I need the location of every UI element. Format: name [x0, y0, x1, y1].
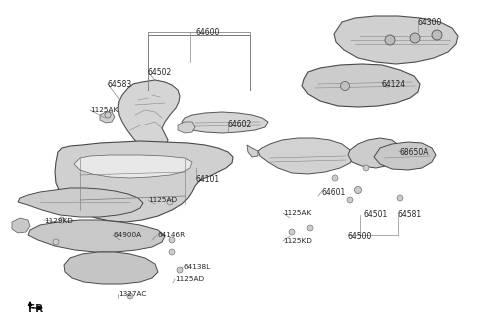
Text: 1125AK: 1125AK: [90, 107, 118, 113]
Circle shape: [340, 82, 349, 90]
Text: 64600: 64600: [195, 28, 219, 37]
Circle shape: [332, 175, 338, 181]
Circle shape: [59, 217, 65, 223]
Circle shape: [127, 293, 133, 299]
Text: 64502: 64502: [148, 68, 172, 77]
Text: 64601: 64601: [322, 188, 346, 197]
Circle shape: [385, 35, 395, 45]
Text: 68650A: 68650A: [399, 148, 429, 157]
Polygon shape: [12, 218, 30, 233]
Text: 64500: 64500: [348, 232, 372, 241]
Circle shape: [432, 30, 442, 40]
Text: 1125AK: 1125AK: [283, 210, 311, 216]
Polygon shape: [55, 141, 233, 222]
Polygon shape: [258, 138, 354, 174]
Polygon shape: [74, 155, 192, 178]
Polygon shape: [182, 112, 268, 133]
Circle shape: [105, 112, 111, 118]
Circle shape: [289, 229, 295, 235]
Text: 64602: 64602: [228, 120, 252, 129]
Text: 64124: 64124: [382, 80, 406, 89]
Polygon shape: [178, 122, 195, 133]
Circle shape: [355, 187, 361, 193]
Text: 64138L: 64138L: [183, 264, 210, 270]
Circle shape: [397, 195, 403, 201]
Polygon shape: [18, 188, 143, 217]
Text: 64300: 64300: [418, 18, 443, 27]
Text: 64581: 64581: [398, 210, 422, 219]
Circle shape: [363, 165, 369, 171]
Polygon shape: [28, 220, 165, 252]
Polygon shape: [374, 142, 436, 170]
Text: 1125KD: 1125KD: [283, 238, 312, 244]
Text: 64501: 64501: [363, 210, 387, 219]
Polygon shape: [247, 145, 258, 157]
Circle shape: [347, 197, 353, 203]
Polygon shape: [302, 64, 420, 107]
Circle shape: [307, 225, 313, 231]
Circle shape: [410, 33, 420, 43]
Circle shape: [167, 199, 173, 205]
Circle shape: [177, 267, 183, 273]
Polygon shape: [118, 80, 180, 152]
Text: 1327AC: 1327AC: [118, 291, 146, 297]
Text: 64101: 64101: [196, 175, 220, 184]
Text: 64900A: 64900A: [113, 232, 141, 238]
Text: 64583: 64583: [108, 80, 132, 89]
Circle shape: [169, 237, 175, 243]
Text: 64146R: 64146R: [157, 232, 185, 238]
Text: 1125AD: 1125AD: [175, 276, 204, 282]
Circle shape: [169, 249, 175, 255]
Text: 1125AD: 1125AD: [148, 197, 177, 203]
Circle shape: [53, 239, 59, 245]
Polygon shape: [334, 16, 458, 64]
Text: 1129KD: 1129KD: [44, 218, 73, 224]
Circle shape: [105, 112, 111, 118]
Polygon shape: [64, 252, 158, 284]
Polygon shape: [100, 112, 115, 123]
Text: FR: FR: [28, 304, 43, 314]
Polygon shape: [348, 138, 404, 168]
